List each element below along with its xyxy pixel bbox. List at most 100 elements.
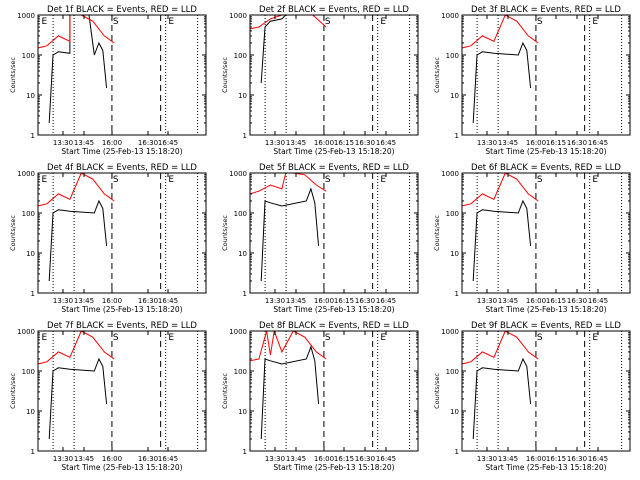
x-axis-label: Start Time (25-Feb-13 15:18:20) <box>61 147 182 156</box>
x-tick-label: 13:45 <box>286 455 306 463</box>
x-tick-label: 16:15 <box>546 139 566 147</box>
panel-title: Det 6f BLACK = Events, RED = LLD <box>471 163 621 173</box>
x-tick-label: 16:45 <box>158 297 178 305</box>
panel-det-5: Det 5f BLACK = Events, RED = LLD 1 10 100 10… <box>221 163 419 314</box>
y-tick-label: 10 <box>450 250 459 258</box>
x-tick-label: 13:30 <box>477 455 497 463</box>
marker-letter: S <box>325 175 331 185</box>
x-tick-label: 16:45 <box>588 455 608 463</box>
x-tick-label: 13:30 <box>265 455 285 463</box>
y-tick-label: 1000 <box>229 328 247 336</box>
panel-title: Det 9f BLACK = Events, RED = LLD <box>471 321 621 331</box>
x-tick-label: 16:15 <box>546 455 566 463</box>
x-tick-label: 16:00 <box>102 297 122 305</box>
y-tick-label: 1 <box>243 132 247 140</box>
y-tick-label: 100 <box>234 52 247 60</box>
x-axis-label: Start Time (25-Feb-13 15:18:20) <box>485 305 606 314</box>
x-axis-label: Start Time (25-Feb-13 15:18:20) <box>273 463 394 472</box>
panel-title: Det 7f BLACK = Events, RED = LLD <box>47 321 197 331</box>
y-tick-label: 10 <box>238 408 247 416</box>
y-tick-label: 1 <box>243 448 247 456</box>
y-axis-label: Counts/sec <box>9 57 17 93</box>
x-axis-label: Start Time (25-Feb-13 15:18:20) <box>61 305 182 314</box>
y-tick-label: 1 <box>243 290 247 298</box>
plot-frame <box>37 172 207 294</box>
x-tick-label: 16:30 <box>138 297 158 305</box>
x-tick-label: 16:00 <box>314 297 334 305</box>
marker-letter: S <box>113 333 119 343</box>
y-axis-label: Counts/sec <box>221 215 229 251</box>
events-trace <box>472 199 532 282</box>
x-axis-label: Start Time (25-Feb-13 15:18:20) <box>485 463 606 472</box>
lld-trace <box>250 15 327 30</box>
x-tick-label: 16:30 <box>355 455 375 463</box>
events-trace <box>48 199 108 282</box>
x-tick-label: 13:30 <box>53 455 73 463</box>
marker-letter: E <box>42 17 48 27</box>
y-tick-label: 100 <box>446 52 459 60</box>
y-tick-label: 10 <box>26 92 35 100</box>
marker-letter: E <box>380 17 386 27</box>
y-axis-label: Counts/sec <box>433 373 441 409</box>
x-tick-label: 16:45 <box>588 297 608 305</box>
x-tick-label: 16:15 <box>334 455 354 463</box>
x-tick-label: 13:45 <box>74 297 94 305</box>
x-axis-label: Start Time (25-Feb-13 15:18:20) <box>273 147 394 156</box>
y-tick-label: 100 <box>22 52 35 60</box>
y-tick-label: 1000 <box>229 12 247 20</box>
x-tick-label: 16:00 <box>314 139 334 147</box>
x-tick-label: 13:45 <box>286 139 306 147</box>
y-tick-label: 1000 <box>441 12 459 20</box>
x-tick-label: 13:45 <box>286 297 306 305</box>
marker-letter: E <box>592 175 598 185</box>
plot-frame <box>461 330 631 452</box>
x-tick-label: 13:45 <box>74 139 94 147</box>
x-tick-label: 16:00 <box>526 455 546 463</box>
x-tick-label: 13:45 <box>498 455 518 463</box>
x-tick-label: 13:30 <box>265 297 285 305</box>
y-tick-label: 1000 <box>17 12 35 20</box>
marker-letter: E <box>380 333 386 343</box>
x-tick-label: 16:00 <box>102 139 122 147</box>
x-tick-label: 16:30 <box>138 455 158 463</box>
marker-letter: S <box>537 17 543 27</box>
plot-frame <box>461 14 631 136</box>
x-tick-label: 16:30 <box>138 139 158 147</box>
lld-trace <box>38 173 115 207</box>
events-trace <box>260 345 320 440</box>
x-tick-label: 16:30 <box>567 139 587 147</box>
panel-det-4: Det 4f BLACK = Events, RED = LLD 1 10 100 10… <box>9 163 207 314</box>
panel-det-2: Det 2f BLACK = Events, RED = LLD 1 10 100 10… <box>221 5 419 156</box>
y-tick-label: 10 <box>450 408 459 416</box>
y-tick-label: 1 <box>455 132 459 140</box>
panel-det-1: Det 1f BLACK = Events, RED = LLD 1 10 100 10… <box>9 5 207 156</box>
events-trace <box>260 15 319 84</box>
x-tick-label: 13:30 <box>53 297 73 305</box>
y-tick-label: 1000 <box>229 170 247 178</box>
plot-frame <box>37 330 207 452</box>
marker-letter: E <box>380 175 386 185</box>
x-tick-label: 16:00 <box>314 455 334 463</box>
events-trace <box>48 357 108 440</box>
y-tick-label: 1 <box>31 448 35 456</box>
x-tick-label: 16:15 <box>546 297 566 305</box>
plot-frame <box>37 14 207 136</box>
y-tick-label: 10 <box>238 250 247 258</box>
x-tick-label: 16:30 <box>355 297 375 305</box>
x-tick-label: 13:45 <box>498 297 518 305</box>
x-tick-label: 16:45 <box>376 455 396 463</box>
marker-letter: S <box>537 333 543 343</box>
x-tick-label: 16:45 <box>376 297 396 305</box>
x-tick-label: 16:15 <box>334 297 354 305</box>
lld-trace <box>250 173 327 195</box>
x-tick-label: 16:00 <box>526 139 546 147</box>
y-tick-label: 100 <box>446 368 459 376</box>
marker-letter: E <box>168 17 174 27</box>
x-tick-label: 13:45 <box>498 139 518 147</box>
plot-frame <box>461 172 631 294</box>
panel-det-6: Det 6f BLACK = Events, RED = LLD 1 10 100 10… <box>433 163 631 314</box>
x-tick-label: 16:00 <box>526 297 546 305</box>
y-tick-label: 10 <box>238 92 247 100</box>
x-tick-label: 13:30 <box>477 139 497 147</box>
